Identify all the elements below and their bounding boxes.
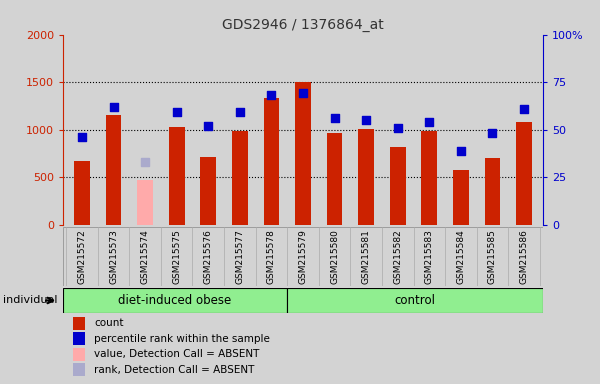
Bar [73, 363, 85, 376]
Text: GSM215585: GSM215585 [488, 230, 497, 285]
Bar [232, 131, 248, 225]
Text: GSM215572: GSM215572 [77, 230, 86, 284]
Bar [74, 161, 90, 225]
Bar [73, 317, 85, 330]
Point [266, 92, 276, 98]
Bar [73, 332, 85, 345]
Point [488, 130, 497, 136]
Bar [263, 98, 280, 225]
Bar [326, 133, 343, 225]
Text: GSM215582: GSM215582 [393, 230, 402, 284]
Text: GSM215575: GSM215575 [172, 230, 181, 285]
Point [361, 117, 371, 123]
Text: GSM215577: GSM215577 [235, 230, 244, 285]
Text: GSM215581: GSM215581 [362, 230, 371, 285]
Text: GSM215576: GSM215576 [204, 230, 213, 285]
Text: rank, Detection Call = ABSENT: rank, Detection Call = ABSENT [94, 365, 254, 375]
Point [519, 106, 529, 112]
Text: percentile rank within the sample: percentile rank within the sample [94, 334, 270, 344]
Bar [485, 158, 500, 225]
Text: GSM215584: GSM215584 [457, 230, 466, 284]
Point [172, 109, 181, 116]
Bar [106, 115, 121, 225]
Text: GSM215579: GSM215579 [299, 230, 308, 285]
Text: GSM215580: GSM215580 [330, 230, 339, 285]
Point [330, 115, 340, 121]
Bar [358, 129, 374, 225]
Bar [390, 147, 406, 225]
Text: diet-induced obese: diet-induced obese [118, 294, 232, 307]
Bar [169, 127, 185, 225]
Text: count: count [94, 318, 124, 328]
Point [203, 123, 213, 129]
Title: GDS2946 / 1376864_at: GDS2946 / 1376864_at [222, 18, 384, 32]
Bar [63, 227, 543, 286]
Text: GSM215573: GSM215573 [109, 230, 118, 285]
Text: GSM215574: GSM215574 [140, 230, 149, 284]
Bar [295, 82, 311, 225]
Point [298, 90, 308, 96]
Bar [63, 288, 287, 313]
Point [456, 147, 466, 154]
Text: GSM215583: GSM215583 [425, 230, 434, 285]
Point [77, 134, 87, 140]
Point [140, 159, 150, 165]
Bar [200, 157, 216, 225]
Text: individual: individual [3, 295, 58, 306]
Point [393, 125, 403, 131]
Text: value, Detection Call = ABSENT: value, Detection Call = ABSENT [94, 349, 260, 359]
Text: GSM215586: GSM215586 [520, 230, 529, 285]
Bar [453, 169, 469, 225]
Bar [516, 122, 532, 225]
Bar [137, 180, 153, 225]
Text: control: control [395, 294, 436, 307]
Bar [73, 348, 85, 361]
Text: GSM215578: GSM215578 [267, 230, 276, 285]
Point [109, 104, 118, 110]
Bar [421, 131, 437, 225]
Point [425, 119, 434, 125]
Point [235, 109, 245, 116]
Bar [287, 288, 543, 313]
